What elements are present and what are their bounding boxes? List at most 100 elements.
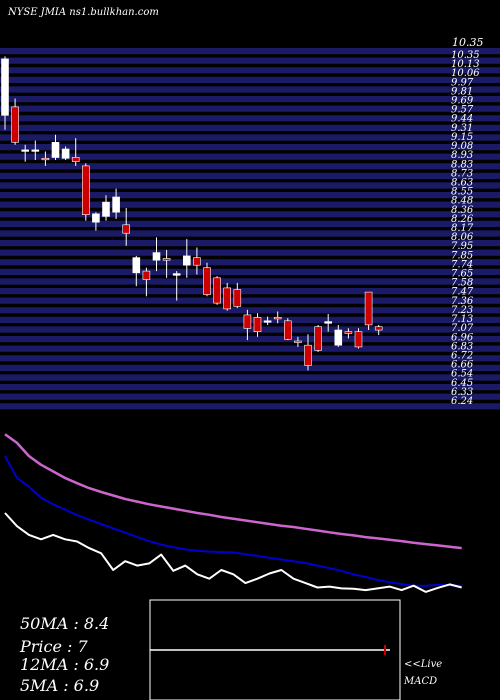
y-tick-label: 9.97 bbox=[451, 77, 474, 88]
candle bbox=[51, 134, 60, 160]
y-tick-label: 7.07 bbox=[451, 323, 474, 334]
y-tick-label: 6.54 bbox=[451, 369, 473, 380]
y-tick-label: 7.74 bbox=[451, 259, 473, 270]
candle bbox=[21, 144, 30, 162]
grid-bar bbox=[0, 172, 500, 179]
candle bbox=[1, 56, 9, 130]
candle bbox=[344, 328, 353, 339]
y-tick-label: 10.13 bbox=[451, 59, 480, 70]
y-tick-label: 9.44 bbox=[451, 114, 473, 125]
candle bbox=[41, 151, 50, 166]
y-tick-label: 10.06 bbox=[451, 68, 480, 79]
ma-line bbox=[4, 433, 462, 550]
y-tick-label: 8.06 bbox=[451, 232, 474, 243]
candle-body bbox=[304, 344, 312, 366]
y-axis-tick-labels: 10.3510.1310.069.979.819.699.579.449.319… bbox=[451, 50, 480, 407]
grid-bar bbox=[0, 336, 500, 343]
candle-body bbox=[21, 149, 30, 152]
y-tick-label: 8.55 bbox=[451, 187, 473, 198]
candle-body bbox=[31, 149, 40, 152]
grid-bar bbox=[0, 259, 500, 266]
candle bbox=[11, 98, 19, 145]
candle-body bbox=[112, 196, 120, 213]
grid-bar bbox=[0, 288, 500, 295]
candle bbox=[203, 262, 211, 297]
grid-bar bbox=[0, 297, 500, 304]
macd-series bbox=[150, 645, 390, 655]
y-tick-label: 9.57 bbox=[451, 105, 474, 116]
candle bbox=[162, 250, 171, 278]
candle-body bbox=[213, 277, 221, 304]
grid-bar bbox=[0, 48, 500, 55]
candle-body bbox=[364, 291, 373, 326]
candle-body bbox=[344, 331, 353, 334]
candle-body bbox=[294, 340, 302, 343]
grid-bar bbox=[0, 278, 500, 285]
candle-body bbox=[142, 270, 151, 280]
candle bbox=[314, 325, 322, 352]
y-tick-label: 6.66 bbox=[451, 360, 474, 371]
y-tick-label: 7.23 bbox=[451, 305, 473, 316]
grid-bar bbox=[0, 153, 500, 160]
grid-bar bbox=[0, 86, 500, 93]
candle bbox=[324, 314, 333, 332]
grid-bar bbox=[0, 268, 500, 275]
candle bbox=[122, 208, 130, 246]
candle bbox=[354, 328, 363, 349]
y-tick-label: 8.48 bbox=[451, 196, 473, 207]
candle bbox=[152, 237, 161, 272]
candle-body bbox=[132, 257, 141, 274]
y-tick-label: 7.47 bbox=[451, 287, 474, 298]
candle bbox=[71, 138, 80, 166]
candle bbox=[213, 276, 221, 305]
grid-bar bbox=[0, 307, 500, 314]
moving-average-panel bbox=[4, 433, 462, 593]
chart-title: NYSE JMIA ns1.bullkhan.com bbox=[7, 7, 159, 18]
candle-body bbox=[71, 157, 80, 162]
y-tick-label: 9.31 bbox=[451, 123, 473, 134]
candle-body bbox=[1, 58, 9, 116]
grid-bar bbox=[0, 374, 500, 381]
y-tick-label: 9.08 bbox=[451, 141, 473, 152]
candle-body bbox=[273, 317, 282, 320]
y-axis-top-label: 10.35 bbox=[452, 36, 484, 49]
info-price: Price : 7 bbox=[19, 637, 89, 656]
y-tick-label: 7.65 bbox=[451, 269, 473, 280]
grid-bar bbox=[0, 115, 500, 122]
candle bbox=[334, 325, 343, 347]
candlestick-series bbox=[1, 56, 383, 371]
candle bbox=[364, 291, 373, 330]
candle bbox=[374, 325, 383, 336]
y-tick-label: 6.45 bbox=[451, 378, 473, 389]
y-tick-label: 8.17 bbox=[451, 223, 474, 234]
candle-body bbox=[324, 321, 333, 324]
candle-body bbox=[314, 326, 322, 351]
candle-body bbox=[334, 329, 343, 346]
y-tick-label: 7.13 bbox=[451, 314, 473, 325]
candle-body bbox=[263, 320, 272, 323]
y-tick-label: 8.73 bbox=[451, 168, 473, 179]
macd-title: MACD bbox=[403, 676, 437, 687]
grid-bar bbox=[0, 326, 500, 333]
y-tick-label: 6.24 bbox=[451, 396, 473, 407]
candle-body bbox=[283, 320, 292, 340]
candle-body bbox=[41, 158, 50, 161]
candle-body bbox=[374, 326, 383, 331]
grid-bar bbox=[0, 364, 500, 371]
candle-body bbox=[102, 201, 110, 217]
grid-bar bbox=[0, 220, 500, 227]
candle-body bbox=[61, 148, 70, 159]
y-tick-label: 6.83 bbox=[451, 341, 473, 352]
y-tick-label: 9.81 bbox=[451, 86, 473, 97]
candle-body bbox=[183, 255, 191, 266]
info-5ma: 5MA : 6.9 bbox=[20, 676, 99, 695]
candle bbox=[92, 212, 100, 231]
ma-line bbox=[4, 455, 462, 587]
candle-body bbox=[193, 257, 201, 266]
y-tick-label: 9.15 bbox=[451, 132, 473, 143]
grid-bar bbox=[0, 249, 500, 256]
grid-bar bbox=[0, 345, 500, 352]
candle bbox=[243, 309, 252, 341]
y-tick-label: 6.72 bbox=[451, 351, 473, 362]
